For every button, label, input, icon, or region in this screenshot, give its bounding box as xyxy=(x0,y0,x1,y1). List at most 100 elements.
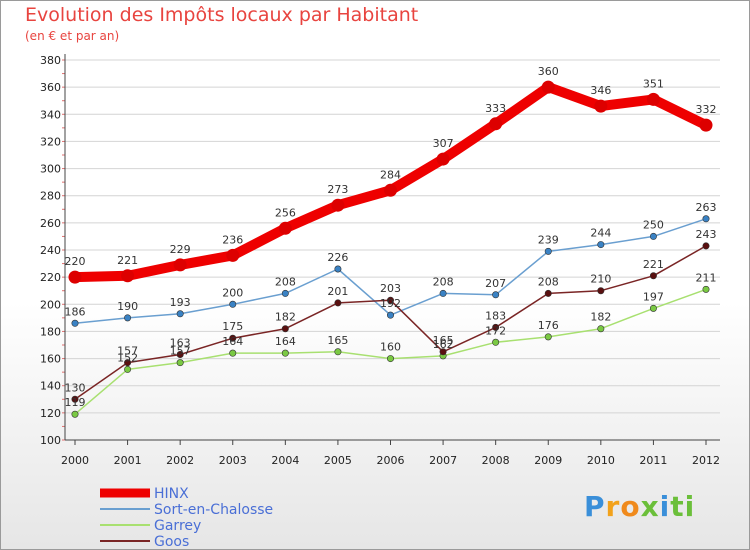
data-label: 208 xyxy=(275,275,296,288)
data-point xyxy=(597,325,605,333)
data-point xyxy=(489,117,503,131)
data-label: 307 xyxy=(433,137,454,150)
y-tick-label: 260 xyxy=(40,217,61,230)
data-label: 284 xyxy=(380,168,401,181)
grid-lines xyxy=(65,59,720,441)
data-label: 176 xyxy=(538,319,559,332)
axes xyxy=(62,54,720,441)
data-point xyxy=(492,323,500,331)
data-label: 200 xyxy=(222,286,243,299)
data-label: 163 xyxy=(170,337,191,350)
data-point xyxy=(439,289,447,297)
x-tick-label: 2000 xyxy=(61,454,89,467)
logo-letter: o xyxy=(620,490,641,523)
data-label: 165 xyxy=(433,334,454,347)
proxiti-logo: Proxiti xyxy=(584,490,695,523)
data-point xyxy=(649,304,657,312)
data-label: 186 xyxy=(65,305,86,318)
data-point xyxy=(229,349,237,357)
logo-letter: t xyxy=(670,490,685,523)
data-label: 130 xyxy=(65,381,86,394)
data-label: 182 xyxy=(275,311,296,324)
data-point xyxy=(646,92,660,106)
x-tick-label: 2011 xyxy=(639,454,667,467)
data-label: 162 xyxy=(433,338,454,351)
data-label: 165 xyxy=(327,334,348,347)
data-point xyxy=(229,300,237,308)
data-label: 164 xyxy=(222,335,243,348)
data-point xyxy=(386,311,394,319)
y-tick-label: 180 xyxy=(40,325,61,338)
data-point xyxy=(544,333,552,341)
data-point xyxy=(334,299,342,307)
data-point xyxy=(649,272,657,280)
legend-label: Sort-en-Chalosse xyxy=(154,502,273,518)
data-label: 263 xyxy=(696,201,717,214)
data-point xyxy=(702,285,710,293)
data-label: 236 xyxy=(222,233,243,246)
data-point xyxy=(594,99,608,113)
y-tick-label: 200 xyxy=(40,298,61,311)
data-point xyxy=(68,270,82,284)
data-point xyxy=(597,241,605,249)
data-point xyxy=(439,348,447,356)
x-tick-label: 2001 xyxy=(114,454,142,467)
data-point xyxy=(331,198,345,212)
data-point xyxy=(541,80,555,94)
data-point xyxy=(281,325,289,333)
data-label: 332 xyxy=(696,103,717,116)
data-point xyxy=(597,287,605,295)
data-point xyxy=(492,338,500,346)
logo-letter: i xyxy=(659,490,671,523)
data-point xyxy=(226,248,240,262)
x-tick-label: 2008 xyxy=(482,454,510,467)
data-label: 273 xyxy=(327,183,348,196)
data-point xyxy=(386,355,394,363)
data-label: 221 xyxy=(117,254,138,267)
data-label: 244 xyxy=(590,227,611,240)
y-tick-label: 140 xyxy=(40,380,61,393)
data-point xyxy=(176,350,184,358)
y-tick-label: 280 xyxy=(40,190,61,203)
x-tick-label: 2012 xyxy=(692,454,720,467)
legend-label: Goos xyxy=(154,534,189,550)
data-label: 160 xyxy=(380,341,401,354)
y-tick-label: 160 xyxy=(40,353,61,366)
data-point xyxy=(281,349,289,357)
data-point xyxy=(544,289,552,297)
data-point xyxy=(702,215,710,223)
data-point xyxy=(71,395,79,403)
x-tick-label: 2009 xyxy=(534,454,562,467)
data-label: 208 xyxy=(538,275,559,288)
data-label: 172 xyxy=(485,324,506,337)
data-point xyxy=(702,242,710,250)
data-point xyxy=(71,410,79,418)
x-tick-label: 2004 xyxy=(271,454,299,467)
x-tick-label: 2003 xyxy=(219,454,247,467)
x-tick-label: 2006 xyxy=(377,454,405,467)
y-tick-label: 360 xyxy=(40,81,61,94)
data-label: 346 xyxy=(590,84,611,97)
data-label: 229 xyxy=(170,243,191,256)
data-label: 201 xyxy=(327,285,348,298)
y-tick-label: 340 xyxy=(40,108,61,121)
data-point xyxy=(386,296,394,304)
data-point xyxy=(124,359,132,367)
chart-subtitle: (en € et par an) xyxy=(25,29,120,43)
series-group xyxy=(68,80,713,418)
data-label: 210 xyxy=(590,273,611,286)
data-label: 221 xyxy=(643,258,664,271)
data-point xyxy=(436,152,450,166)
y-tick-label: 320 xyxy=(40,135,61,148)
y-tick-label: 240 xyxy=(40,244,61,257)
legend-label: Garrey xyxy=(154,518,201,534)
data-point xyxy=(124,365,132,373)
logo-letter: i xyxy=(684,490,696,523)
data-point xyxy=(121,269,135,283)
data-point xyxy=(229,334,237,342)
data-label: 175 xyxy=(222,320,243,333)
data-label: 220 xyxy=(65,255,86,268)
data-point xyxy=(71,319,79,327)
